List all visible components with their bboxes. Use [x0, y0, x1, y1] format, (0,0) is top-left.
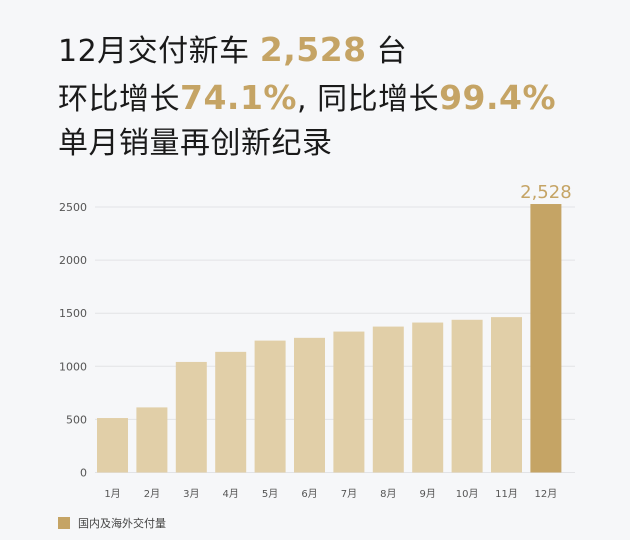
y-tick-label: 2000 — [59, 254, 87, 267]
x-tick-label: 3月 — [183, 488, 199, 500]
x-tick-label: 2月 — [144, 488, 160, 500]
bar-6月 — [294, 337, 325, 473]
bar-5月 — [254, 340, 286, 473]
headline-line-3: 单月销量再创新纪录 — [58, 126, 333, 161]
headline-text: , — [297, 82, 318, 117]
bar-8月 — [372, 326, 404, 473]
x-tick-label: 12月 — [535, 488, 558, 500]
x-tick-label: 1月 — [104, 488, 120, 500]
headline-highlight-yoy: 99.4% — [439, 78, 557, 117]
bar-7月 — [333, 331, 365, 473]
x-tick-label: 5月 — [262, 488, 278, 500]
bar-12月 — [530, 204, 562, 473]
x-tick-label: 8月 — [380, 488, 396, 500]
headline-highlight-mom: 74.1% — [180, 78, 297, 117]
x-tick-label: 7月 — [341, 488, 357, 500]
headline-highlight-deliveries: 2,528 — [259, 30, 367, 69]
y-tick-label: 0 — [80, 467, 87, 480]
bar-11月 — [491, 317, 522, 473]
bar-data-label: 2,528 — [520, 182, 572, 203]
x-tick-label: 4月 — [223, 488, 239, 500]
x-tick-label: 10月 — [456, 488, 479, 500]
x-tick-label: 11月 — [495, 488, 518, 500]
y-tick-label: 1000 — [59, 360, 87, 373]
headline-line-2: 环比增长74.1%, 同比增长99.4% — [58, 78, 556, 120]
bar-4月 — [215, 351, 247, 473]
headline-line-1: 12月交付新车 2,528 台 — [58, 30, 407, 72]
headline-text: 环比增长 — [58, 82, 180, 117]
headline-text: 台 — [376, 34, 408, 69]
bar-10月 — [451, 319, 483, 473]
bar-2月 — [136, 407, 168, 473]
headline-text: 同比增长 — [317, 82, 440, 117]
x-tick-label: 9月 — [420, 488, 436, 500]
x-tick-label: 6月 — [301, 488, 317, 500]
y-tick-label: 500 — [66, 413, 87, 426]
bar-3月 — [175, 361, 207, 473]
y-tick-label: 1500 — [59, 307, 87, 320]
headline-text: 12月交付新车 — [58, 34, 250, 69]
legend: 国内及海外交付量 — [58, 515, 166, 531]
y-tick-label: 2500 — [59, 201, 87, 214]
legend-swatch — [58, 517, 70, 529]
bar-1月 — [97, 418, 128, 473]
legend-label: 国内及海外交付量 — [78, 517, 166, 530]
bar-9月 — [412, 322, 444, 473]
